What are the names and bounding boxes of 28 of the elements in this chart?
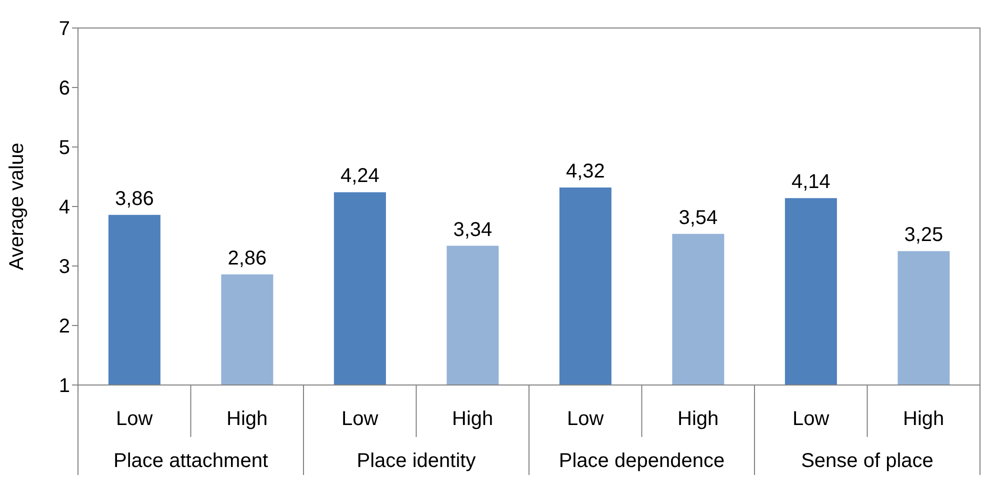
x-tick-label: High [452, 408, 494, 430]
y-tick-label: 2 [58, 316, 70, 338]
data-label: 3,86 [114, 188, 154, 210]
data-label: 4,32 [566, 160, 605, 182]
y-tick-label: 6 [58, 78, 70, 100]
x-tick-label: High [226, 408, 268, 430]
y-tick-label: 7 [58, 18, 70, 40]
data-label: 3,25 [904, 224, 944, 246]
y-tick-label: 3 [58, 256, 70, 278]
data-label: 3,34 [453, 218, 492, 241]
x-tick-label: High [678, 408, 719, 430]
y-tick-label: 1 [58, 375, 70, 398]
x-tick-label: Low [342, 408, 379, 430]
x-tick-label: Low [116, 408, 154, 430]
x-tick-label: High [903, 408, 944, 430]
text: Place attachment [113, 450, 268, 472]
x-tick-label: Low [792, 408, 830, 430]
text: Place dependence [558, 450, 725, 472]
text: Place identity [356, 450, 476, 472]
data-label: 2,86 [228, 247, 267, 270]
y-tick-label: 4 [58, 196, 70, 219]
data-label: 3,54 [678, 206, 718, 229]
y-tick-label: 5 [58, 137, 70, 160]
data-label: 4,24 [340, 165, 380, 188]
data-label: 4,14 [791, 171, 830, 194]
text: Sense of place [801, 450, 934, 472]
y-axis-title: Average value [6, 142, 28, 270]
x-tick-label: Low [567, 408, 604, 430]
